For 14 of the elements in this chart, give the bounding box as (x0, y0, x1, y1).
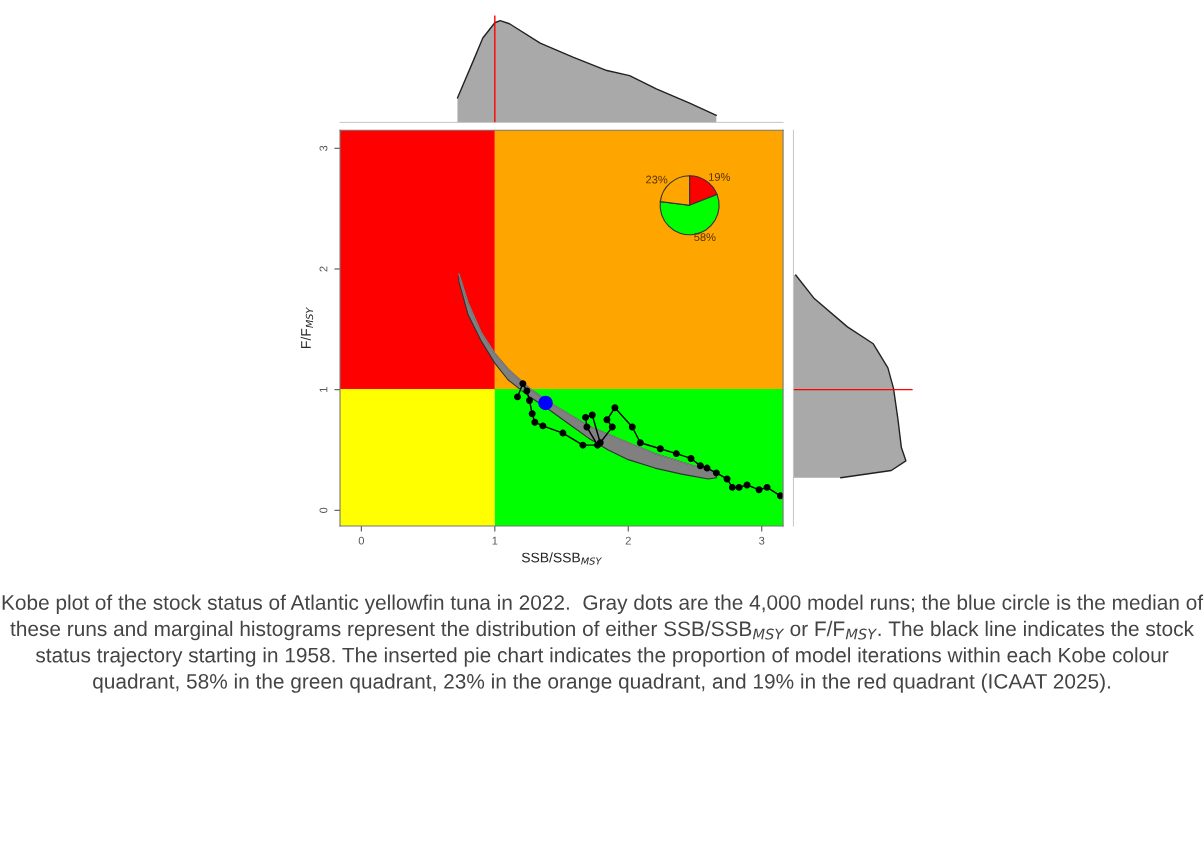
y-tick-label: 3 (319, 145, 328, 151)
x-tick-label: 0 (358, 536, 365, 545)
x-axis-title: SSB/SSB$_{MSY}$ (521, 552, 602, 565)
x-tick-label: 3 (759, 536, 765, 545)
y-axis-title: F/F$_{MSY}$ (300, 306, 314, 348)
x-tick-label: 2 (625, 536, 631, 545)
y-tick-label: 1 (319, 387, 328, 392)
data-label: 23% (646, 175, 668, 184)
text: Kobe plot of the stock status of Atlantic yellowfin tuna in 2022. Gray dots are the 4,000 model runs; the blue circle is the median of these runs and marginal histograms represent the distribution of either SSB/SSB$_{MSY}$ or F/F$_{MSY}$. The black line indicates the stock status trajectory starting in 1958. The inserted pie chart indicates the proportion of model iterations within each Kobe colour quadrant, 58% in the green quadrant, 23% in the orange quadrant, and 19% in the red quadrant (ICAAT 2025). (2, 594, 1204, 693)
y-tick-label: 2 (319, 266, 328, 272)
x-tick-label: 1 (492, 536, 498, 545)
data-label: 19% (709, 173, 731, 181)
data-label: 58% (694, 233, 716, 242)
y-tick-label: 0 (319, 507, 328, 513)
